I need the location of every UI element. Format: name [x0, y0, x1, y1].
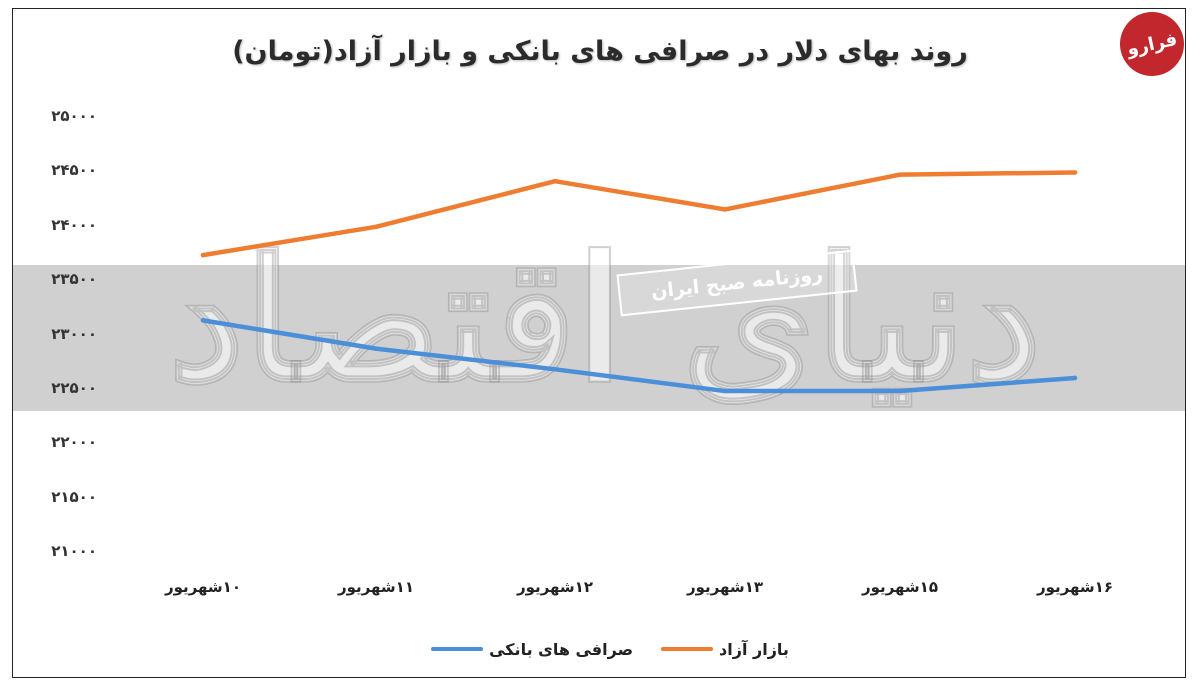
legend-swatch [431, 647, 484, 651]
legend-label: صرافی های بانکی [489, 639, 634, 659]
x-tick-label: ۱۱شهریور [338, 578, 414, 596]
legend: بازار آزاد صرافی های بانکی [380, 636, 840, 662]
data-point [552, 367, 558, 372]
x-tick-label: ۱۳شهریور [687, 578, 763, 596]
legend-item: بازار آزاد [661, 640, 789, 659]
legend-label: بازار آزاد [719, 639, 789, 659]
data-point [552, 178, 558, 184]
legend-swatch [661, 647, 714, 651]
data-point [722, 388, 728, 394]
data-point [373, 346, 379, 351]
y-tick-label: ۲۴۰۰۰ [51, 215, 97, 234]
x-tick-label: ۱۰شهریور [165, 578, 241, 596]
data-point [897, 172, 903, 177]
data-point [1072, 375, 1078, 381]
data-point [373, 224, 379, 230]
x-tick-label: ۱۲شهریور [517, 578, 593, 596]
chart-title: روند بهای دلار در صرافی های بانکی و بازا… [232, 36, 968, 67]
x-tick-label: ۱۵شهریور [862, 578, 938, 596]
y-tick-label: ۲۳۵۰۰ [51, 270, 97, 289]
series-line-banking [200, 318, 1078, 394]
y-tick-label: ۲۴۵۰۰ [51, 161, 97, 180]
y-tick-label: ۲۲۵۰۰ [51, 378, 97, 397]
legend-item: صرافی های بانکی [431, 640, 633, 659]
data-point [1072, 170, 1078, 175]
y-tick-label: ۲۳۰۰۰ [51, 324, 97, 343]
watermark-logo-text: دنیای اقتصاد [167, 219, 1042, 421]
series-line-free-market [200, 170, 1078, 258]
watermark-band [13, 265, 1185, 411]
y-tick-label: ۲۵۰۰۰ [51, 107, 97, 125]
data-point [722, 207, 728, 212]
data-point [200, 318, 206, 323]
data-point [200, 252, 206, 258]
y-tick-label: ۲۲۰۰۰ [51, 433, 97, 452]
y-tick-label: ۲۱۰۰۰ [51, 542, 97, 560]
x-tick-label: ۱۶شهریور [1037, 578, 1113, 596]
y-tick-label: ۲۱۵۰۰ [51, 487, 97, 506]
data-point [897, 388, 903, 394]
